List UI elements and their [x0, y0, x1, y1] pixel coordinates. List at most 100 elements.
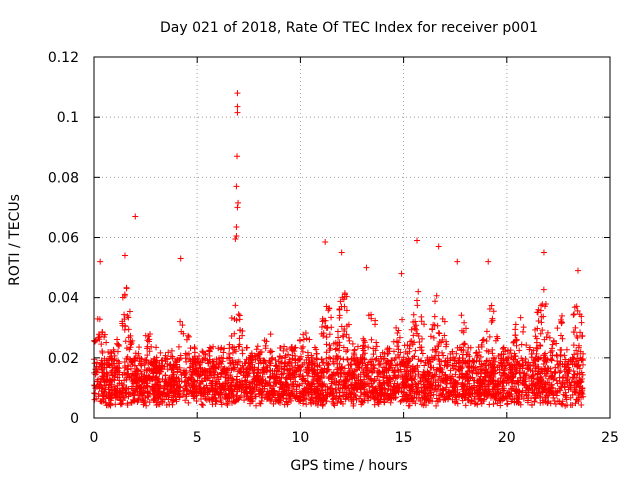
data-point [390, 384, 397, 391]
data-point [368, 311, 375, 318]
data-point [281, 354, 288, 361]
data-point [552, 369, 559, 376]
data-point [453, 396, 460, 403]
data-point [195, 368, 202, 375]
data-point [497, 396, 504, 403]
data-point [355, 377, 362, 384]
data-point [370, 351, 377, 358]
data-point [554, 380, 561, 387]
data-point [267, 374, 274, 381]
data-point [135, 395, 142, 402]
data-point [455, 366, 462, 373]
data-point [178, 328, 185, 335]
data-point [466, 353, 473, 360]
data-point [441, 332, 448, 339]
data-point [559, 335, 566, 342]
data-point [438, 339, 445, 346]
data-point [412, 372, 419, 379]
data-point [440, 378, 447, 385]
data-point [405, 402, 412, 409]
data-point [570, 374, 577, 381]
data-point [540, 286, 547, 293]
data-point [247, 389, 254, 396]
data-point [326, 305, 333, 312]
data-point [241, 392, 248, 399]
data-point [577, 329, 584, 336]
data-point [305, 389, 312, 396]
data-point [337, 365, 344, 372]
data-point [208, 371, 215, 378]
data-point [121, 291, 128, 298]
data-point [216, 380, 223, 387]
data-point [557, 352, 564, 359]
data-point [564, 376, 571, 383]
data-point [137, 388, 144, 395]
data-point [481, 383, 488, 390]
data-point [232, 348, 239, 355]
x-tick-label: 0 [90, 430, 99, 446]
data-point [476, 349, 483, 356]
data-point [225, 372, 232, 379]
data-point [488, 302, 495, 309]
data-point [471, 387, 478, 394]
data-point [232, 382, 239, 389]
data-point [492, 380, 499, 387]
data-point [218, 361, 225, 368]
data-point [293, 392, 300, 399]
data-point [403, 362, 410, 369]
data-point [149, 376, 156, 383]
data-point [221, 345, 228, 352]
data-point [306, 367, 313, 374]
data-point [418, 318, 425, 325]
data-point [364, 397, 371, 404]
data-point [537, 394, 544, 401]
data-point [251, 369, 258, 376]
data-point [471, 390, 478, 397]
data-point [296, 337, 303, 344]
data-point [339, 385, 346, 392]
data-point [104, 376, 111, 383]
data-point [467, 385, 474, 392]
data-point [210, 343, 217, 350]
data-point [202, 356, 209, 363]
data-point [535, 318, 542, 325]
data-point [151, 397, 158, 404]
data-point [433, 292, 440, 299]
data-point [399, 381, 406, 388]
data-point [315, 373, 322, 380]
data-point [510, 339, 517, 346]
data-point [243, 378, 250, 385]
data-point [164, 390, 171, 397]
data-point [188, 391, 195, 398]
data-point [380, 355, 387, 362]
data-point [563, 396, 570, 403]
data-point [476, 386, 483, 393]
data-point [458, 312, 465, 319]
data-point [122, 338, 129, 345]
data-point [572, 324, 579, 331]
data-point [197, 396, 204, 403]
data-point [234, 103, 241, 110]
data-point [156, 401, 163, 408]
data-point [290, 383, 297, 390]
data-point [108, 355, 115, 362]
data-point [200, 355, 207, 362]
data-point [467, 374, 474, 381]
data-point [577, 348, 584, 355]
data-point [229, 349, 236, 356]
data-point [99, 392, 106, 399]
data-point [441, 394, 448, 401]
data-point [287, 393, 294, 400]
data-point [234, 204, 241, 211]
data-point [127, 365, 134, 372]
data-point [535, 355, 542, 362]
data-point [409, 341, 416, 348]
data-point [146, 374, 153, 381]
data-point [132, 362, 139, 369]
data-point [371, 401, 378, 408]
data-point [254, 343, 261, 350]
data-point [103, 359, 110, 366]
data-point [285, 387, 292, 394]
data-point [574, 307, 581, 314]
data-point [337, 298, 344, 305]
